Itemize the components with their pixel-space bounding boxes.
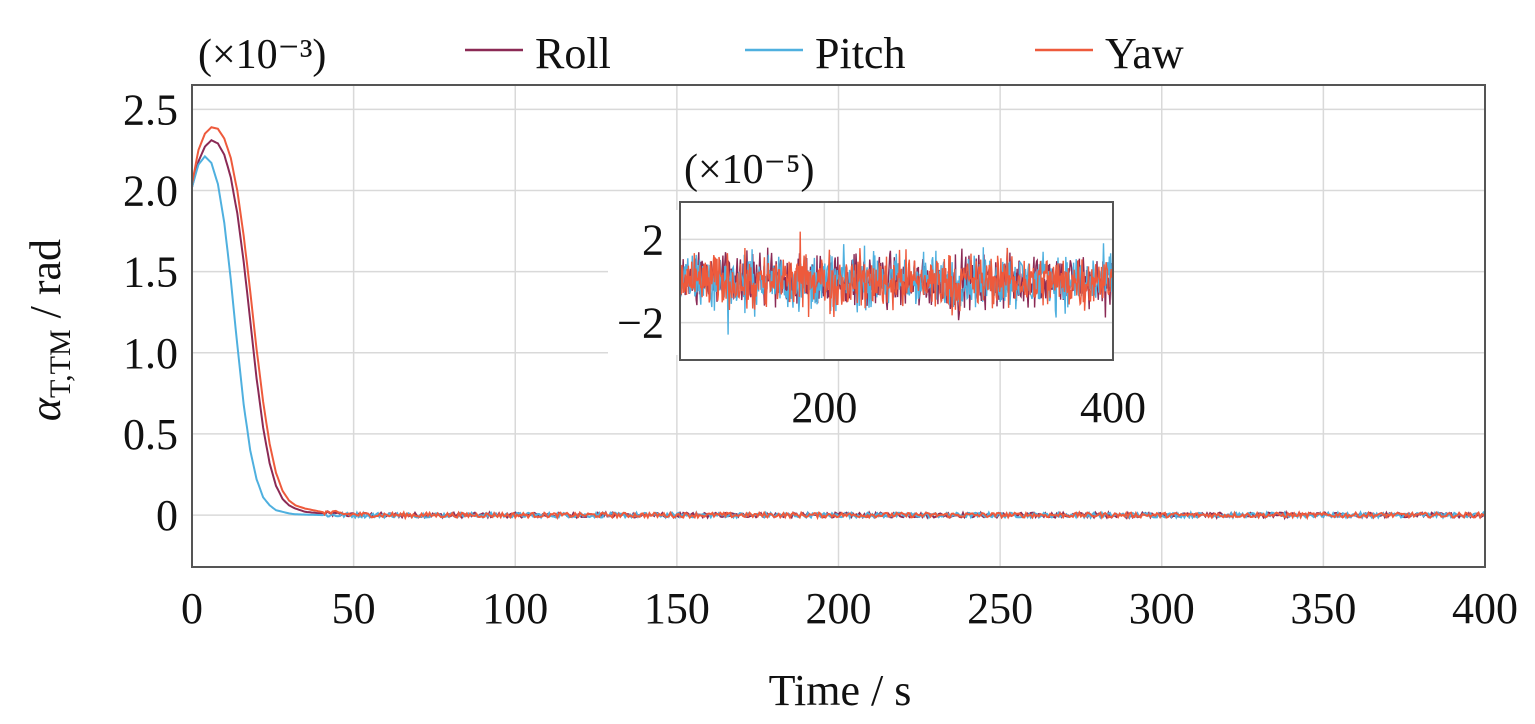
main-series-lines bbox=[191, 126, 1486, 521]
y-tick-label: 0.5 bbox=[123, 410, 178, 459]
y-tick-label: 2.0 bbox=[123, 166, 178, 215]
inset-frame bbox=[679, 201, 1114, 361]
y-tick-label: 1.5 bbox=[123, 248, 178, 297]
inset-y-tick-label: 2 bbox=[642, 215, 664, 264]
x-tick-label: 300 bbox=[1129, 584, 1195, 633]
x-tick-label: 200 bbox=[806, 584, 872, 633]
y-axis-title: αT,TM / rad bbox=[21, 239, 77, 421]
inset-scale-note: (×10⁻⁵) bbox=[684, 147, 814, 193]
y-tick-label: 0 bbox=[156, 491, 178, 540]
x-tick-label: 350 bbox=[1290, 584, 1356, 633]
legend-label-roll: Roll bbox=[535, 29, 611, 78]
y-axis-title-symbol: α bbox=[21, 397, 70, 421]
inset-series-lines bbox=[679, 231, 1114, 335]
x-tick-label: 250 bbox=[967, 584, 1033, 633]
y-axis-title-unit: / rad bbox=[21, 239, 70, 329]
x-axis-title: Time / s bbox=[769, 666, 912, 715]
inset-label-backing bbox=[608, 210, 680, 355]
x-tick-label: 0 bbox=[181, 584, 203, 633]
y-axis-title-subscript: T,TM bbox=[44, 329, 77, 398]
x-tick-label: 400 bbox=[1452, 584, 1518, 633]
legend-label-pitch: Pitch bbox=[815, 29, 905, 78]
x-tick-label: 100 bbox=[482, 584, 548, 633]
legend-label-yaw: Yaw bbox=[1105, 29, 1184, 78]
main-scale-note: (×10⁻³) bbox=[198, 32, 326, 78]
main-tick-labels: 0 50 100 150 200 250 300 350 400 0 0.5 1.0 1.5 2.0 2.5 bbox=[123, 85, 1518, 633]
x-tick-label: 50 bbox=[332, 584, 376, 633]
legend: Roll Pitch Yaw bbox=[465, 29, 1184, 78]
inset-series-line-yaw bbox=[679, 231, 1114, 318]
inset-y-tick-label: −2 bbox=[617, 299, 664, 348]
inset-x-tick-label: 200 bbox=[791, 383, 857, 432]
plot-frame bbox=[191, 84, 1486, 568]
y-tick-label: 1.0 bbox=[123, 329, 178, 378]
inset-tick-labels: 200 400 −2 2 bbox=[617, 215, 1146, 432]
inset-x-tick-label: 400 bbox=[1080, 383, 1146, 432]
y-tick-label: 2.5 bbox=[123, 85, 178, 134]
series-line-yaw bbox=[191, 126, 1486, 521]
x-tick-label: 150 bbox=[644, 584, 710, 633]
inset-chart: 200 400 −2 2 (×10⁻⁵) bbox=[608, 147, 1146, 432]
